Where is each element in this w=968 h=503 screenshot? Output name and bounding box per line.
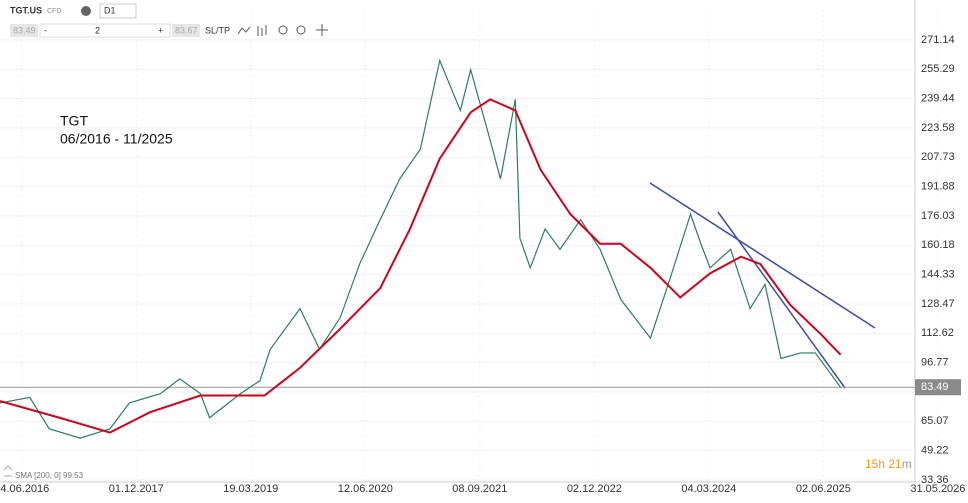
symbol[interactable]: TGT.US [10,5,42,15]
y-tick-label: 191.88 [921,180,955,192]
legend-icon [3,465,13,477]
x-tick-label: 19.03.2019 [223,483,278,495]
toolbar-icons [237,24,328,36]
timeframe-select[interactable] [99,3,137,19]
y-tick-label: 207.73 [921,151,955,163]
countdown-unit: m [902,457,912,471]
x-tick-label: 02.06.2025 [796,483,851,495]
chart-title: TGT [60,113,88,129]
x-tick-label: 31.05.2026 [910,483,965,495]
volume-box[interactable] [39,23,171,38]
bid-box[interactable] [10,24,38,37]
y-tick-label: 65.07 [921,415,949,427]
x-tick-label: 02.12.2022 [567,483,622,495]
y-tick-label: 49.22 [921,445,949,457]
y-tick-label: 255.29 [921,63,955,75]
x-tick-label: 04.03.2024 [681,483,736,495]
y-tick-label: 96.77 [921,357,949,369]
y-tick-label: 33.36 [921,474,949,486]
y-tick-label: 223.58 [921,122,955,134]
plus[interactable]: + [158,25,163,35]
y-tick-label: 144.33 [921,269,955,281]
y-tick-label: 239.44 [921,92,955,104]
legend-entry: SMA [200, 0] 99.53 [15,471,84,480]
zoom-out-icon[interactable] [278,25,288,35]
chart-subtitle: 06/2016 - 11/2025 [60,131,173,147]
y-tick-label: 128.47 [921,298,955,310]
current-price-label: 83.49 [921,381,949,393]
price-line [0,58,842,439]
trend-line [717,211,846,389]
x-tick-label: 14.06.2016 [0,483,49,495]
zoom-in-icon[interactable] [296,25,306,35]
minus[interactable]: - [44,25,47,35]
trend-line [649,182,876,329]
candle-icon[interactable] [257,25,267,36]
info-icon[interactable] [81,6,91,16]
grid [0,0,939,483]
y-tick-label: 112.62 [921,327,954,339]
instrument-type: CFD [47,8,61,15]
x-tick-label: 08.09.2021 [452,483,507,495]
y-tick-label: 176.03 [921,210,955,222]
countdown: 15h 21m [865,457,912,471]
bid: 83.49 [13,25,36,35]
x-tick-label: 01.12.2017 [109,483,164,495]
sma-line [0,98,842,434]
move-icon[interactable] [316,24,328,36]
line-tool-icon[interactable] [237,26,251,35]
y-tick-label: 271.14 [921,34,955,46]
sltp[interactable]: SL/TP [205,25,230,35]
ask: 83.67 [175,25,198,35]
x-tick-label: 12.06.2020 [338,483,393,495]
volume: 2 [95,25,100,35]
y-tick-label: 160.18 [921,239,955,251]
current-price-box [915,379,961,396]
ask-box[interactable] [172,24,200,37]
countdown-time: 15h 21 [865,457,902,471]
timeframe: D1 [104,5,116,15]
